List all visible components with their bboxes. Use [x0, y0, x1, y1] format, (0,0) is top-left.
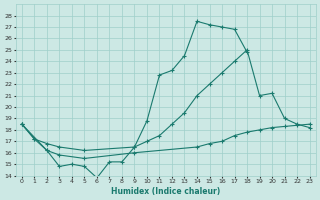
X-axis label: Humidex (Indice chaleur): Humidex (Indice chaleur)	[111, 187, 220, 196]
